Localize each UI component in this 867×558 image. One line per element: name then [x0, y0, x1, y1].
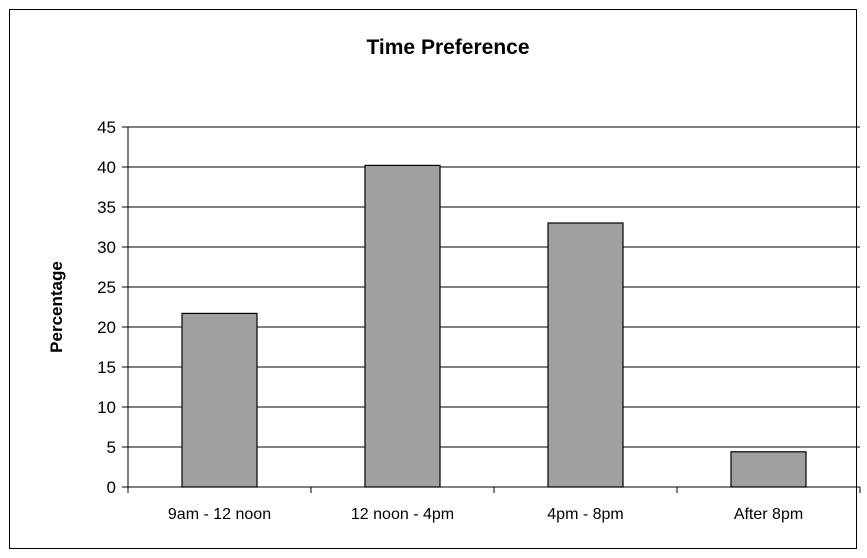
x-tick-label: After 8pm: [734, 506, 803, 523]
y-tick-label: 5: [107, 438, 116, 457]
bar: [547, 222, 624, 488]
x-tick-label: 9am - 12 noon: [168, 506, 271, 523]
y-tick-label: 20: [97, 318, 116, 337]
y-axis-label: Percentage: [47, 261, 66, 353]
y-tick-label: 45: [97, 118, 116, 137]
y-tick-label: 15: [97, 358, 116, 377]
bars: [181, 164, 807, 488]
x-tick-labels: 9am - 12 noon 12 noon - 4pm 4pm - 8pm After…: [168, 506, 803, 523]
chart-title: Time Preference: [366, 36, 529, 59]
bar: [181, 312, 258, 488]
y-tick-label: 30: [97, 238, 116, 257]
y-tick-labels: 0 5 10 15 20 25 30 35 40 45: [97, 118, 116, 497]
y-tick-label: 35: [97, 198, 116, 217]
y-tick-label: 10: [97, 398, 116, 417]
bar: [730, 451, 807, 488]
bar: [364, 164, 441, 488]
y-tick-label: 25: [97, 278, 116, 297]
y-tick-label: 0: [107, 478, 116, 497]
y-tick-label: 40: [97, 158, 116, 177]
x-tick-label: 4pm - 8pm: [547, 506, 623, 523]
x-tick-label: 12 noon - 4pm: [351, 506, 454, 523]
